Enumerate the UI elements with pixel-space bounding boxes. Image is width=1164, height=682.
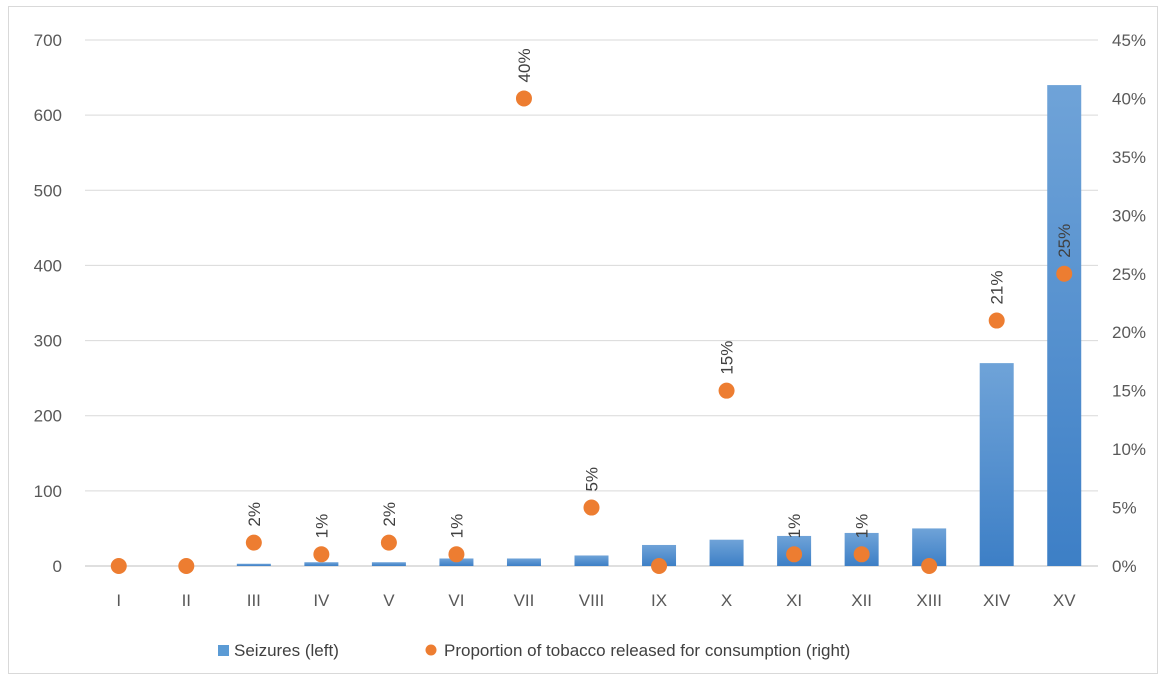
marker-point xyxy=(583,499,600,516)
right-tick-label: 15% xyxy=(1112,382,1146,401)
right-tick-label: 35% xyxy=(1112,148,1146,167)
left-tick-label: 500 xyxy=(34,181,62,200)
bar xyxy=(236,563,271,566)
right-tick-label: 5% xyxy=(1112,499,1137,518)
right-tick-label: 0% xyxy=(1112,557,1137,576)
x-tick-label: VII xyxy=(514,591,535,610)
data-label: 1% xyxy=(312,514,331,539)
right-tick-label: 40% xyxy=(1112,89,1146,108)
left-tick-label: 400 xyxy=(34,256,62,275)
left-tick-label: 300 xyxy=(34,332,62,351)
marker-point xyxy=(853,546,870,563)
bar xyxy=(709,539,744,566)
right-axis-ticks: 0% 5% 10% 15% 20% 25% 30% 35% 40% 45% xyxy=(1112,31,1146,576)
marker-point xyxy=(245,534,262,551)
bar xyxy=(371,562,406,566)
marker-point xyxy=(448,546,465,563)
left-tick-label: 700 xyxy=(34,31,62,50)
x-tick-label: X xyxy=(721,591,732,610)
bar xyxy=(304,562,339,566)
marker-point xyxy=(515,90,532,107)
marker-point xyxy=(651,558,668,574)
x-tick-label: XIV xyxy=(983,591,1011,610)
x-tick-label: XV xyxy=(1053,591,1076,610)
bar xyxy=(642,544,677,566)
markers xyxy=(110,90,1073,574)
bars xyxy=(236,85,1082,566)
data-label: 15% xyxy=(718,341,737,375)
marker-point xyxy=(988,312,1005,329)
left-axis-ticks: 0 100 200 300 400 500 600 700 xyxy=(34,31,62,576)
data-label: 40% xyxy=(515,48,534,82)
x-tick-label: XII xyxy=(851,591,872,610)
x-axis-ticks: I II III IV V VI VII VIII IX X XI XII XIII XIV XV xyxy=(116,591,1076,610)
marker-point xyxy=(1056,265,1073,282)
data-label: 1% xyxy=(785,514,804,539)
right-tick-label: 30% xyxy=(1112,206,1146,225)
marker-point xyxy=(921,558,938,574)
legend-label-seizures: Seizures (left) xyxy=(234,641,339,660)
marker-point xyxy=(178,558,195,574)
left-tick-label: 200 xyxy=(34,407,62,426)
x-tick-label: V xyxy=(383,591,395,610)
data-label: 2% xyxy=(245,502,264,527)
left-tick-label: 100 xyxy=(34,482,62,501)
x-tick-label: XIII xyxy=(916,591,942,610)
x-tick-label: II xyxy=(182,591,191,610)
left-tick-label: 600 xyxy=(34,106,62,125)
marker-point xyxy=(313,546,330,563)
x-tick-label: IX xyxy=(651,591,667,610)
x-tick-label: VI xyxy=(448,591,464,610)
legend-swatch-seizures xyxy=(218,645,229,656)
right-tick-label: 25% xyxy=(1112,265,1146,284)
data-label: 1% xyxy=(853,514,872,539)
marker-point xyxy=(786,546,803,563)
data-label: 1% xyxy=(447,514,466,539)
data-label: 25% xyxy=(1055,224,1074,258)
data-label: 5% xyxy=(583,467,602,492)
x-tick-label: I xyxy=(116,591,121,610)
bar xyxy=(1047,85,1082,566)
data-label: 2% xyxy=(380,502,399,527)
bar xyxy=(574,555,609,566)
legend: Seizures (left) Proportion of tobacco re… xyxy=(218,641,850,660)
marker-point xyxy=(110,558,127,574)
x-tick-label: XI xyxy=(786,591,802,610)
bar xyxy=(979,363,1014,566)
right-tick-label: 10% xyxy=(1112,440,1146,459)
x-tick-label: III xyxy=(247,591,261,610)
left-tick-label: 0 xyxy=(53,557,62,576)
marker-point xyxy=(718,382,735,399)
x-tick-label: IV xyxy=(313,591,330,610)
data-labels: 2% 1% 2% 1% 40% 5% 15% 1% 1% 21% 25% xyxy=(245,48,1074,538)
x-tick-label: VIII xyxy=(579,591,605,610)
data-label: 21% xyxy=(988,271,1007,305)
right-tick-label: 45% xyxy=(1112,31,1146,50)
right-tick-label: 20% xyxy=(1112,323,1146,342)
marker-point xyxy=(380,534,397,551)
legend-swatch-proportion xyxy=(425,644,437,656)
legend-label-proportion: Proportion of tobacco released for consu… xyxy=(444,641,850,660)
bar xyxy=(506,558,541,566)
